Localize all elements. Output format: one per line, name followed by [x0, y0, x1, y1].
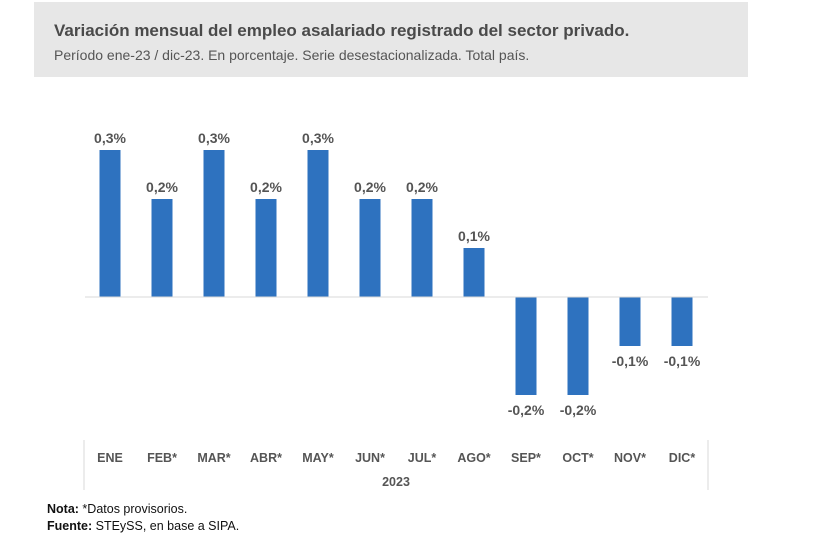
bar	[671, 297, 693, 346]
bar	[411, 199, 433, 297]
data-label: 0,3%	[94, 130, 126, 146]
x-tick-label: AGO*	[457, 451, 490, 465]
x-tick-label: FEB*	[147, 451, 177, 465]
source-line: Fuente: STEySS, en base a SIPA.	[47, 518, 239, 535]
source-label: Fuente:	[47, 519, 93, 533]
bar	[567, 297, 589, 395]
data-label: -0,2%	[508, 402, 545, 418]
data-label: 0,3%	[198, 130, 230, 146]
x-tick-label: ABR*	[250, 451, 282, 465]
bar	[515, 297, 537, 395]
bar	[203, 150, 225, 297]
x-tick-label: DIC*	[669, 451, 696, 465]
x-tick-label: JUN*	[355, 451, 385, 465]
x-tick-label: JUL*	[408, 451, 437, 465]
data-label: 0,2%	[354, 179, 386, 195]
data-label: 0,2%	[250, 179, 282, 195]
bar	[99, 150, 121, 297]
bar	[307, 150, 329, 297]
data-label: 0,2%	[146, 179, 178, 195]
data-label: -0,2%	[560, 402, 597, 418]
data-label: 0,3%	[302, 130, 334, 146]
note-line: Nota: *Datos provisorios.	[47, 501, 239, 518]
chart-subtitle: Período ene-23 / dic-23. En porcentaje. …	[54, 47, 530, 63]
x-axis-label: 2023	[382, 475, 410, 489]
data-label: 0,2%	[406, 179, 438, 195]
data-label: -0,1%	[664, 353, 701, 369]
note-text: *Datos provisorios.	[78, 502, 188, 516]
source-text: STEySS, en base a SIPA.	[92, 519, 240, 533]
chart-title: Variación mensual del empleo asalariado …	[54, 21, 630, 40]
bar	[359, 199, 381, 297]
chart-header: Variación mensual del empleo asalariado …	[34, 2, 748, 77]
note-label: Nota:	[47, 502, 79, 516]
x-tick-label: OCT*	[562, 451, 593, 465]
bar	[463, 248, 485, 297]
x-tick-label: MAR*	[197, 451, 230, 465]
data-label: 0,1%	[458, 228, 490, 244]
x-tick-label: NOV*	[614, 451, 646, 465]
data-label: -0,1%	[612, 353, 649, 369]
bar	[151, 199, 173, 297]
x-tick-label: ENE	[97, 451, 123, 465]
chart-notes: Nota: *Datos provisorios. Fuente: STEySS…	[47, 501, 239, 535]
x-tick-label: SEP*	[511, 451, 541, 465]
bar	[255, 199, 277, 297]
bar	[619, 297, 641, 346]
x-tick-label: MAY*	[302, 451, 334, 465]
